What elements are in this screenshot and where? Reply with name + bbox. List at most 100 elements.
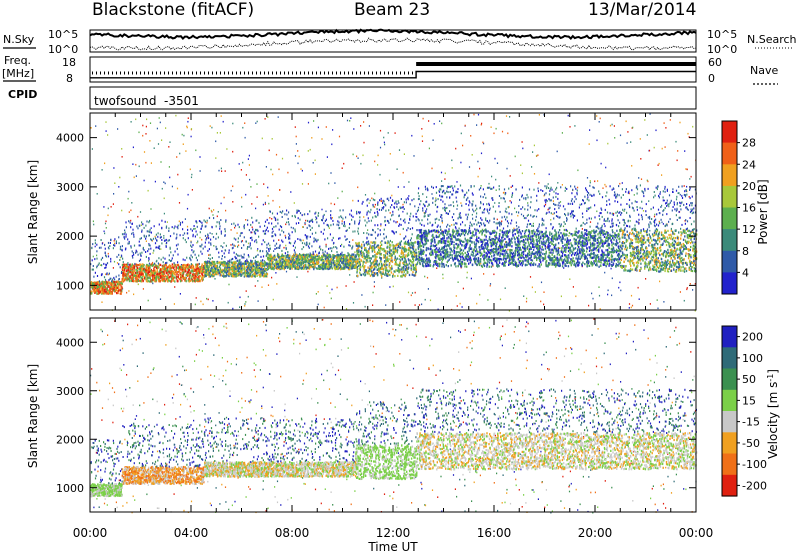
power-upper-echo [138,244,140,247]
power-band-echo [253,271,256,274]
power-echo [607,293,609,296]
power-band-echo [154,266,156,269]
power-band-echo [147,269,149,272]
power-band-echo [264,267,266,270]
power-echo [540,281,543,284]
power-band-echo [138,264,140,267]
power-band-echo [132,275,134,278]
power-band-echo [412,257,415,260]
power-band-echo [414,274,416,277]
power-echo [232,122,234,125]
power-band-echo [243,271,246,274]
power-echo [611,277,613,280]
power-upper-echo [177,227,179,230]
power-echo [373,285,375,288]
power-echo [481,122,483,125]
power-upper-echo [283,231,285,234]
power-upper-echo [141,251,143,254]
power-upper-echo [133,233,135,236]
power-echo [441,122,443,125]
power-echo [209,125,211,127]
power-upper-echo [161,226,163,229]
power-upper-echo [202,247,204,250]
power-band-echo [199,272,201,275]
power-band-echo [148,280,151,283]
power-band-echo [341,261,343,264]
power-echo [377,154,379,157]
power-upper-echo [110,257,112,260]
power-upper-echo [330,217,332,220]
power-echo [679,121,681,124]
power-band-echo [214,271,217,274]
power-upper-echo [330,210,332,213]
power-echo [476,302,478,305]
power-echo [272,298,274,301]
power-band-echo [201,275,203,279]
power-upper-echo [208,248,210,251]
power-band-echo [296,253,298,256]
power-upper-echo [157,262,159,265]
power-upper-echo [165,245,167,248]
power-band-echo [261,266,263,269]
power-echo [315,293,317,295]
power-upper-echo [237,245,239,248]
power-upper-echo [191,256,193,259]
power-band-echo [191,266,193,269]
power-band-echo [376,272,378,275]
power-band-echo [213,275,215,278]
power-band-echo [227,267,230,270]
power-band-echo [384,254,386,257]
power-band-echo [355,242,357,245]
power-upper-echo [193,250,195,253]
power-echo [278,239,280,241]
power-echo [507,248,509,251]
power-band-echo [412,251,414,254]
power-band-echo [180,271,182,275]
power-echo [256,120,258,123]
power-echo [128,240,130,243]
power-echo [191,189,193,191]
power-upper-echo [143,226,145,229]
power-band-echo [182,264,184,267]
power-echo [250,186,252,188]
power-band-echo [287,266,289,269]
power-echo [640,178,643,180]
power-band-echo [374,250,376,253]
power-band-echo [306,256,309,259]
power-echo [202,303,204,306]
power-band-echo [409,264,412,267]
power-echo [508,206,510,208]
power-band-echo [255,265,258,269]
power-upper-echo [341,251,343,254]
power-band-echo [163,265,166,268]
power-echo [610,267,612,270]
power-band-echo [335,256,337,259]
power-echo [372,304,374,306]
power-upper-echo [237,223,239,226]
noise-search-trace [89,37,697,51]
power-band-echo [162,267,165,270]
power-band-echo [199,275,201,278]
power-echo [372,275,374,278]
power-band-echo [261,269,263,272]
power-echo [520,213,523,216]
power-echo [683,185,685,187]
power-band-echo [223,263,226,266]
power-upper-echo [253,256,255,259]
power-echo [424,298,426,301]
power-upper-echo [274,244,276,247]
power-echo [657,164,659,166]
power-upper-echo [128,220,130,223]
power-band-echo [375,260,377,263]
power-upper-echo [143,235,146,238]
power-band-echo [204,261,206,264]
power-upper-echo [266,226,268,229]
power-echo [232,150,234,153]
power-band-echo [134,274,137,277]
power-echo [596,139,598,142]
power-echo [247,158,249,160]
power-upper-echo [228,249,230,252]
power-band-echo [123,279,126,282]
power-band-echo [185,274,187,277]
power-upper-echo [137,253,139,256]
